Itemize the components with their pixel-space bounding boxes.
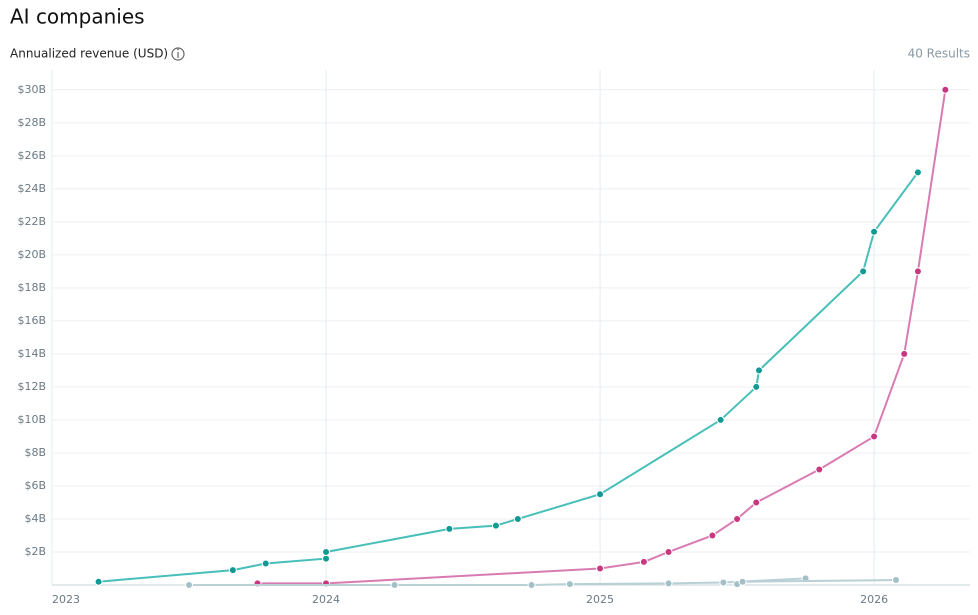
data-point <box>870 432 879 441</box>
data-point <box>913 267 922 276</box>
data-point <box>941 85 950 94</box>
data-point <box>752 498 761 507</box>
y-tick-label: $26B <box>17 149 46 162</box>
y-axis-label: Annualized revenue (USD) <box>10 47 168 61</box>
data-point <box>738 577 747 586</box>
y-tick-label: $14B <box>17 347 46 360</box>
data-point <box>664 579 673 588</box>
x-tick-label: 2023 <box>52 593 80 606</box>
y-tick-label: $12B <box>17 380 46 393</box>
data-point <box>900 349 909 358</box>
series-line <box>257 89 947 585</box>
y-tick-label: $22B <box>17 215 46 228</box>
series-line <box>189 577 806 586</box>
data-point <box>322 547 331 556</box>
data-point <box>322 554 331 563</box>
data-point <box>596 564 605 573</box>
data-point <box>513 514 522 523</box>
x-tick-label: 2024 <box>312 593 340 606</box>
data-point <box>596 490 605 499</box>
chart-title: AI companies <box>10 5 145 29</box>
data-point <box>752 382 761 391</box>
results-count: 40 Results <box>908 47 970 61</box>
data-point <box>228 566 237 575</box>
data-point <box>719 578 728 587</box>
y-tick-label: $30B <box>17 83 46 96</box>
y-tick-label: $20B <box>17 248 46 261</box>
data-point <box>664 547 673 556</box>
y-tick-label: $6B <box>24 479 46 492</box>
data-point <box>892 576 901 585</box>
data-point <box>815 465 824 474</box>
y-tick-label: $2B <box>24 545 46 558</box>
info-icon[interactable] <box>171 47 185 61</box>
series-line <box>98 171 919 583</box>
y-tick-label: $16B <box>17 314 46 327</box>
data-point <box>185 581 194 589</box>
y-tick-label: $4B <box>24 512 46 525</box>
y-tick-label: $18B <box>17 281 46 294</box>
data-point <box>639 557 648 566</box>
data-point <box>859 267 868 276</box>
data-point <box>390 581 399 589</box>
data-point <box>565 580 574 589</box>
data-point <box>913 168 922 177</box>
y-tick-label: $24B <box>17 182 46 195</box>
data-point <box>716 415 725 424</box>
data-point <box>94 577 103 586</box>
data-point <box>870 227 879 236</box>
data-point <box>527 581 536 589</box>
y-tick-label: $10B <box>17 413 46 426</box>
data-point <box>708 531 717 540</box>
data-point <box>491 521 500 530</box>
y-tick-label: $8B <box>24 446 46 459</box>
data-point <box>754 366 763 375</box>
data-point <box>733 514 742 523</box>
y-tick-label: $28B <box>17 116 46 129</box>
series-line <box>736 579 897 586</box>
data-point <box>261 559 270 568</box>
data-point <box>445 524 454 533</box>
x-tick-label: 2026 <box>860 593 888 606</box>
x-tick-label: 2025 <box>586 593 614 606</box>
